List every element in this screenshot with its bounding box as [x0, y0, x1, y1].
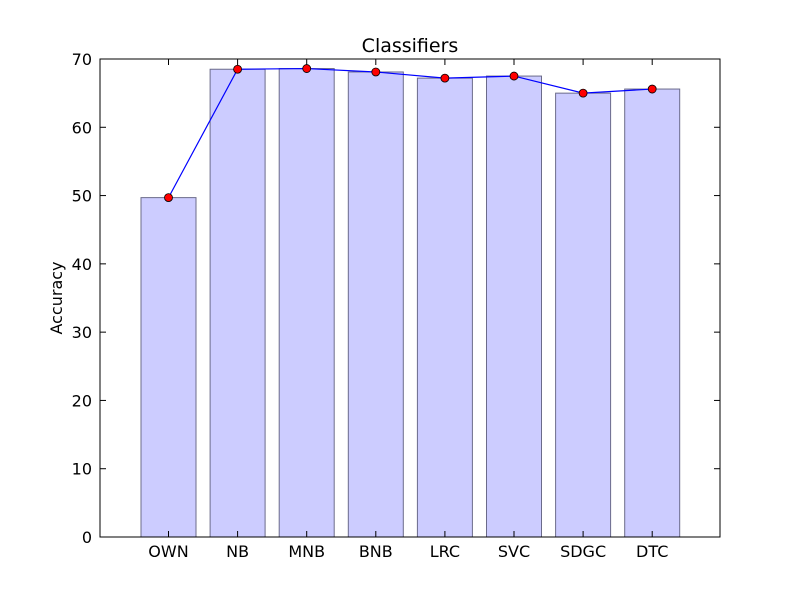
- y-tick-label: 50: [72, 187, 92, 206]
- axes-layer: [99, 58, 721, 538]
- y-tick-label: 40: [72, 255, 92, 274]
- y-tick-label: 30: [72, 323, 92, 342]
- y-tick-label: 20: [72, 391, 92, 410]
- line-point-lrc: [440, 73, 450, 83]
- bar-mnb: [278, 68, 335, 538]
- x-tick-label-lrc: LRC: [430, 542, 460, 561]
- chart-title: Classifiers: [362, 35, 459, 57]
- line-layer: [164, 64, 657, 203]
- bar-own: [140, 197, 197, 538]
- bar-lrc: [416, 77, 473, 538]
- line-point-own: [164, 193, 173, 203]
- y-axis-label: Accuracy: [47, 261, 66, 334]
- y-tick-label: 0: [82, 528, 92, 547]
- accuracy-line: [167, 67, 653, 198]
- x-tick-label-nb: NB: [226, 542, 249, 561]
- bars-layer: [140, 68, 681, 538]
- x-tick-label-bnb: BNB: [359, 542, 393, 561]
- x-tick-label-svc: SVC: [498, 542, 530, 561]
- plot-frame: [99, 58, 721, 538]
- bar-svc: [486, 75, 542, 538]
- x-tick-label-sdgc: SDGC: [560, 542, 606, 561]
- line-point-sdgc: [578, 88, 588, 98]
- x-tick-label-mnb: MNB: [288, 542, 325, 561]
- line-point-mnb: [302, 64, 312, 73]
- y-tick-label: 10: [72, 460, 92, 479]
- y-tick-label: 70: [72, 50, 92, 69]
- x-tick-label-dtc: DTC: [636, 542, 668, 561]
- bar-nb: [209, 68, 266, 538]
- line-point-dtc: [647, 84, 657, 94]
- x-tick-label-own: OWN: [148, 542, 188, 561]
- bar-bnb: [347, 71, 404, 538]
- line-point-nb: [233, 64, 243, 74]
- bar-sdgc: [555, 92, 612, 538]
- bar-dtc: [624, 88, 681, 538]
- ticks-layer: 0 10 20 30 40 50 60 70 OWN NB MNB BNB LRC SVC SDGC DTC: [72, 50, 720, 561]
- y-tick-label: 60: [72, 118, 92, 137]
- line-point-bnb: [371, 67, 381, 77]
- line-point-svc: [509, 71, 519, 81]
